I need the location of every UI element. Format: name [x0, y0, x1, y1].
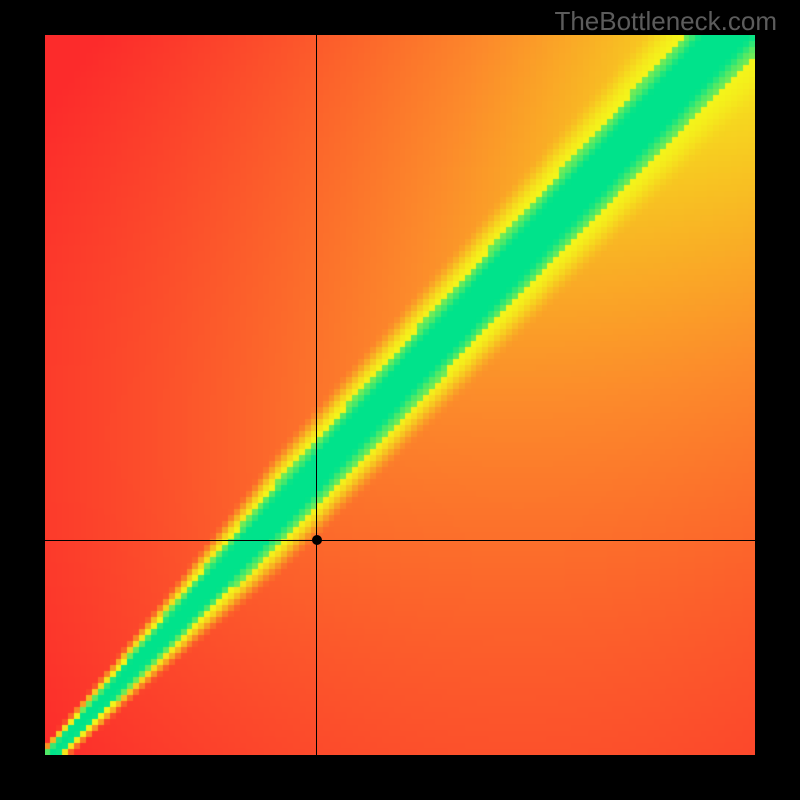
crosshair-vertical — [316, 35, 317, 755]
watermark-text: TheBottleneck.com — [554, 6, 777, 37]
crosshair-horizontal — [45, 540, 755, 541]
chart-container: TheBottleneck.com — [0, 0, 800, 800]
bottleneck-heatmap-canvas — [45, 35, 755, 755]
